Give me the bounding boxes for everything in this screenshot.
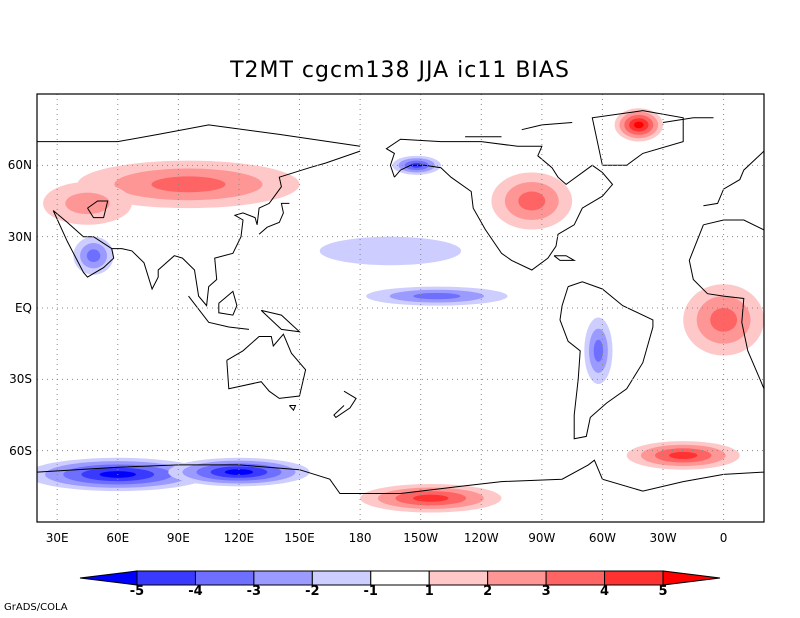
coastline-7 <box>188 295 250 330</box>
coastline-2 <box>37 124 361 147</box>
colorbar-right-arrow <box>662 570 721 586</box>
colorbar-segment-1 <box>136 570 196 586</box>
lat-tick-label: 30S <box>9 372 32 387</box>
coastline-0 <box>688 219 764 390</box>
colorbar-segment-9 <box>604 570 664 586</box>
lon-tick-label: 90E <box>166 531 190 545</box>
anomaly-samerica-cold-level-3 <box>593 339 604 362</box>
coastline-13 <box>385 138 614 271</box>
lon-tick-label: 150E <box>284 531 315 545</box>
colorbar-tick-label: 2 <box>483 584 493 599</box>
lon-tick-label: 120W <box>463 531 499 545</box>
coastline-6 <box>258 202 290 235</box>
colorbar-segment-2 <box>194 570 255 586</box>
coastline-10 <box>226 333 307 399</box>
coastline-16 <box>559 281 654 440</box>
map-title: T2MT cgcm138 JJA ic11 BIAS <box>230 58 570 83</box>
coastline-4 <box>111 150 361 307</box>
anomaly-pacific-eq-cold-level-3 <box>413 292 461 300</box>
colorbar-segment-5 <box>370 570 430 586</box>
colorbar-tick-label: -1 <box>363 584 378 599</box>
colorbar-segment-7 <box>487 570 547 586</box>
colorbar-tick-label: -2 <box>305 584 320 599</box>
coastline-15 <box>591 110 684 166</box>
lat-tick-label: 30N <box>7 229 32 244</box>
colorbar-segment-8 <box>545 570 606 586</box>
colorbar-segment-6 <box>428 570 489 586</box>
lon-tick-label: 0 <box>719 531 728 545</box>
coastline-5 <box>87 200 109 219</box>
colorbar-tick-label: -3 <box>246 584 262 599</box>
colorbar-tick-label: 3 <box>541 584 551 599</box>
colorbar-tick-label: 5 <box>658 584 668 599</box>
colorbar-tick-label: -5 <box>129 584 145 599</box>
anomaly-greenland-warm-level-5 <box>633 121 644 129</box>
anomaly-arabia-cold-level-3 <box>86 249 101 263</box>
coastline-9 <box>260 309 301 333</box>
lat-tick-label: 60N <box>7 158 32 173</box>
coastline-18 <box>37 459 764 494</box>
anomaly-eurasia-warm-level-3 <box>151 176 226 193</box>
lon-tick-label: 30W <box>649 531 677 545</box>
coastline-19 <box>662 117 714 123</box>
lon-tick-label: 120E <box>223 531 255 545</box>
coastline-12 <box>333 390 357 419</box>
anomaly-antarctic-cold-2-level-5 <box>224 469 254 475</box>
coastline-11 <box>289 405 297 412</box>
anomaly-ross-warm-level-4 <box>413 494 449 502</box>
lon-tick-label: 180 <box>348 531 372 545</box>
colorbar-tick-label: -4 <box>188 584 203 599</box>
lon-tick-label: 90W <box>528 531 556 545</box>
anomaly-eurasia-warm-2-level-2 <box>65 192 110 215</box>
lon-tick-label: 30E <box>45 531 69 545</box>
anomaly-weddell-warm-level-4 <box>669 451 698 459</box>
coastline-20 <box>521 122 573 131</box>
coastline-8 <box>218 290 238 316</box>
lat-tick-label: EQ <box>14 301 32 315</box>
coastline-1 <box>703 150 764 207</box>
coastline-14 <box>553 255 577 261</box>
lon-tick-label: 150W <box>403 531 439 545</box>
colorbar-left-arrow <box>79 570 138 586</box>
coastline-3 <box>52 210 115 278</box>
lon-tick-label: 60E <box>106 531 130 545</box>
lon-tick-label: 60W <box>588 531 616 545</box>
map-frame <box>36 93 765 523</box>
colorbar-segment-3 <box>253 570 313 586</box>
colorbar-segment-4 <box>311 570 372 586</box>
footer-credit: GrADS/COLA <box>4 602 68 613</box>
lat-tick-label: 60S <box>9 443 32 458</box>
anomaly-pacific-cold-level-1 <box>319 236 462 266</box>
anomaly-na-warm-level-3 <box>518 191 546 211</box>
colorbar-tick-label: 1 <box>424 584 434 599</box>
colorbar-tick-label: 4 <box>600 584 610 599</box>
